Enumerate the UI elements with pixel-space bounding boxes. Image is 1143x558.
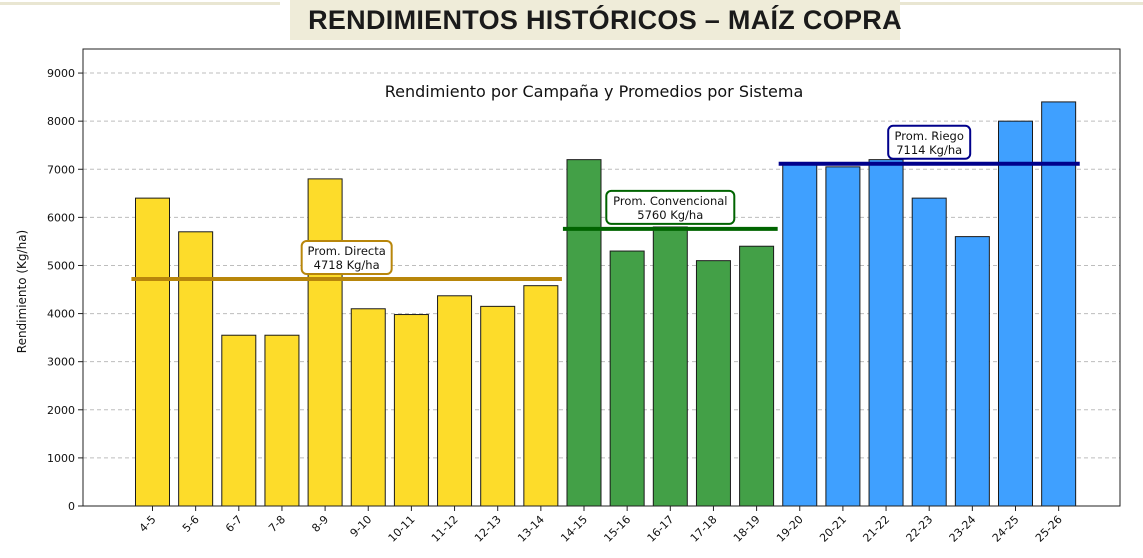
banner-stripe-right	[900, 2, 1143, 5]
x-tick-label: 25-26	[1033, 513, 1065, 545]
x-tick-label: 5-6	[180, 513, 202, 535]
y-tick-label: 6000	[47, 211, 75, 224]
bar-6-7	[221, 334, 257, 507]
bar-18-19	[739, 245, 775, 507]
bar-14-15	[566, 159, 602, 507]
y-tick-label: 2000	[47, 404, 75, 417]
bar-5-6	[178, 231, 214, 507]
bar-13-14	[523, 285, 559, 507]
average-label-title: Prom. Directa	[308, 244, 386, 258]
x-tick-label: 13-14	[515, 513, 547, 545]
bar-25-26	[1041, 101, 1077, 507]
x-tick-label: 21-22	[860, 513, 892, 545]
average-label-value: 5760 Kg/ha	[637, 208, 703, 222]
y-axis: 0 1000 2000 3000 4000 5000 6000 7000 8000 9000	[47, 67, 83, 513]
bar-21-22	[868, 159, 904, 507]
average-label-value: 4718 Kg/ha	[314, 258, 380, 272]
bar-8-9	[307, 178, 343, 507]
x-tick-label: 18-19	[731, 513, 763, 545]
x-tick-label: 6-7	[223, 513, 245, 535]
bar-4-5	[135, 197, 170, 507]
x-tick-label: 24-25	[990, 513, 1022, 545]
y-tick-label: 5000	[47, 259, 75, 272]
bar-9-10	[350, 308, 386, 507]
bar-24-25	[998, 120, 1033, 507]
x-tick-label: 22-23	[904, 513, 936, 545]
average-label-title: Prom. Convencional	[613, 194, 727, 208]
y-tick-label: 3000	[47, 356, 75, 369]
y-tick-label: 0	[68, 500, 75, 513]
x-tick-label: 4-5	[137, 513, 159, 535]
average-label-value: 7114 Kg/ha	[896, 143, 962, 157]
x-tick-label: 14-15	[558, 513, 590, 545]
x-tick-label: 16-17	[645, 513, 677, 545]
bars	[135, 101, 1077, 507]
bar-22-23	[911, 197, 947, 507]
y-tick-label: 1000	[47, 452, 75, 465]
average-label-title: Prom. Riego	[895, 129, 964, 143]
x-tick-label: 20-21	[817, 513, 849, 545]
page-title: RENDIMIENTOS HISTÓRICOS – MAÍZ COPRA	[308, 5, 902, 35]
x-tick-label: 11-12	[429, 513, 461, 545]
x-tick-label: 15-16	[601, 513, 633, 545]
title-banner: RENDIMIENTOS HISTÓRICOS – MAÍZ COPRA	[0, 0, 1143, 40]
y-tick-label: 4000	[47, 308, 75, 321]
x-tick-label: 10-11	[386, 513, 418, 545]
average-lines	[131, 161, 1080, 282]
bar-16-17	[652, 226, 688, 507]
bar-12-13	[480, 305, 516, 507]
chart-title: Rendimiento por Campaña y Promedios por …	[385, 82, 804, 101]
bar-10-11	[393, 314, 429, 507]
x-tick-label: 17-18	[688, 513, 720, 545]
plot-frame	[82, 48, 1121, 507]
x-tick-label: 9-10	[348, 513, 375, 540]
bar-11-12	[437, 295, 473, 507]
average-label-box-riego	[887, 124, 972, 160]
y-tick-label: 8000	[47, 115, 75, 128]
x-tick-label: 19-20	[774, 513, 806, 545]
banner-stripe-left	[0, 2, 280, 5]
bar-23-24	[954, 236, 990, 507]
average-label-box-convencional	[605, 189, 736, 225]
x-tick-label: 23-24	[947, 513, 979, 545]
bar-15-16	[609, 250, 645, 507]
bar-20-21	[825, 166, 861, 507]
bar-17-18	[695, 260, 731, 507]
bar-19-20	[782, 163, 818, 507]
average-label-box-directa	[300, 240, 393, 276]
y-axis-label: Rendimiento (Kg/ha)	[15, 230, 29, 353]
x-tick-label: 12-13	[472, 513, 504, 545]
x-tick-label: 7-8	[266, 513, 288, 535]
x-axis: 4-5 5-6 6-7 7-8 8-9 9-10 10-11 11-12 12-13 13-14 1…	[137, 506, 1065, 545]
y-tick-label: 7000	[47, 163, 75, 176]
bar-7-8	[264, 334, 300, 507]
y-tick-label: 9000	[47, 67, 75, 80]
x-tick-label: 8-9	[309, 513, 331, 535]
banner-background	[290, 0, 900, 40]
